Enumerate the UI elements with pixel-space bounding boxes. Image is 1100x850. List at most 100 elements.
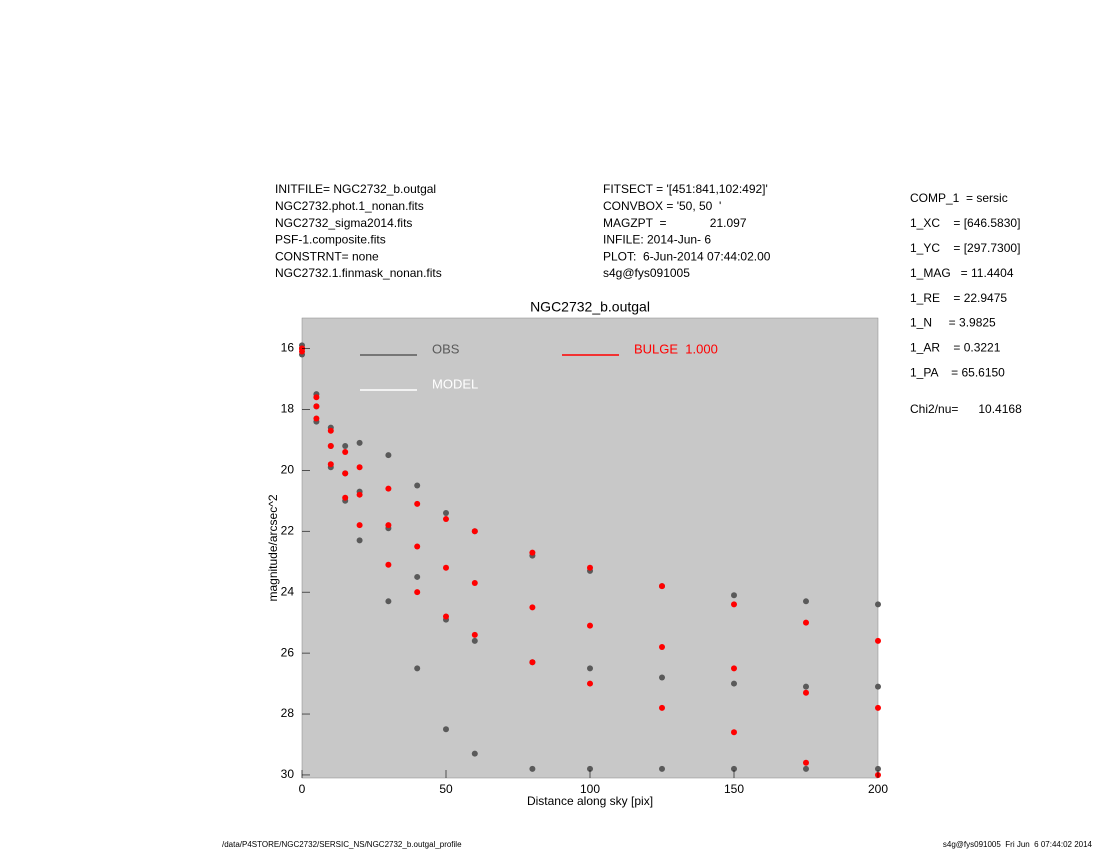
- data-point: [327, 442, 334, 449]
- data-point: [659, 704, 665, 711]
- y-tick-label: 30: [281, 767, 295, 781]
- data-point: [414, 589, 421, 596]
- header-left: CONSTRNT= none: [275, 249, 379, 263]
- data-point: [731, 765, 737, 772]
- y-axis-label: magnitude/arcsec^2: [266, 494, 280, 601]
- data-point: [803, 759, 809, 766]
- data-point: [356, 439, 363, 446]
- x-tick-label: 0: [299, 782, 306, 796]
- header-left: NGC2732.phot.1_nonan.fits: [275, 199, 424, 213]
- data-point: [471, 750, 478, 757]
- y-tick-label: 20: [281, 462, 295, 476]
- header-left: NGC2732.1.finmask_nonan.fits: [275, 266, 442, 280]
- header-right: COMP_1 = sersic: [910, 191, 1008, 205]
- data-point: [471, 631, 478, 638]
- data-point: [385, 485, 392, 492]
- header-right: 1_MAG = 11.4404: [910, 266, 1014, 280]
- data-point: [875, 683, 881, 690]
- data-point: [385, 561, 392, 568]
- data-point: [414, 500, 421, 507]
- chart-title: NGC2732_b.outgal: [530, 299, 650, 315]
- y-tick-label: 16: [281, 341, 295, 355]
- data-point: [875, 637, 881, 644]
- plot-area: [301, 317, 879, 779]
- data-point: [731, 601, 737, 608]
- data-point: [529, 765, 536, 772]
- data-point: [587, 622, 593, 629]
- data-point: [443, 509, 449, 516]
- data-point: [587, 765, 593, 772]
- data-point: [731, 680, 737, 687]
- header-right: 1_AR = 0.3221: [910, 341, 1001, 355]
- legend-label: MODEL: [432, 376, 478, 391]
- data-point: [529, 549, 536, 556]
- data-point: [659, 583, 665, 590]
- data-point: [356, 464, 363, 471]
- header-right: Chi2/nu= 10.4168: [910, 402, 1022, 416]
- data-point: [385, 452, 392, 459]
- header-middle: CONVBOX = '50, 50 ': [603, 199, 721, 213]
- data-point: [356, 537, 363, 544]
- data-point: [875, 765, 881, 772]
- y-tick-label: 22: [281, 523, 295, 537]
- x-tick-label: 200: [868, 782, 888, 796]
- data-point: [471, 528, 478, 535]
- y-tick-label: 24: [281, 584, 295, 598]
- data-point: [875, 704, 881, 711]
- header-middle: FITSECT = '[451:841,102:492]': [603, 182, 768, 196]
- data-point: [443, 516, 449, 523]
- data-point: [342, 470, 349, 477]
- data-point: [529, 604, 536, 611]
- data-point: [803, 619, 809, 626]
- data-point: [327, 461, 334, 468]
- data-point: [587, 680, 593, 687]
- header-right: 1_XC = [646.5830]: [910, 216, 1020, 230]
- data-point: [385, 522, 392, 529]
- data-point: [414, 543, 421, 550]
- footer-stamp: s4g@fys091005 Fri Jun 6 07:44:02 2014: [943, 840, 1093, 849]
- x-tick-label: 150: [724, 782, 744, 796]
- data-point: [356, 491, 363, 498]
- x-axis-label: Distance along sky [pix]: [527, 794, 653, 808]
- header-right: 1_YC = [297.7300]: [910, 241, 1020, 255]
- header-middle: s4g@fys091005: [603, 266, 690, 280]
- data-point: [443, 613, 449, 620]
- data-point: [342, 442, 349, 449]
- y-tick-label: 28: [281, 706, 295, 720]
- data-point: [414, 482, 421, 489]
- data-point: [529, 659, 536, 666]
- footer-path: /data/P4STORE/NGC2732/SERSIC_NS/NGC2732_…: [222, 840, 462, 849]
- data-point: [731, 665, 737, 672]
- data-point: [414, 573, 421, 580]
- data-point: [342, 494, 349, 501]
- data-point: [731, 592, 737, 599]
- header-left: INITFILE= NGC2732_b.outgal: [275, 182, 436, 196]
- data-point: [313, 415, 320, 422]
- data-point: [385, 598, 392, 605]
- data-point: [803, 598, 809, 605]
- data-point: [659, 674, 665, 681]
- data-point: [471, 580, 478, 587]
- legend-label: BULGE 1.000: [634, 341, 718, 356]
- data-point: [313, 394, 320, 401]
- y-tick-label: 26: [281, 645, 295, 659]
- header-right: 1_PA = 65.6150: [910, 365, 1005, 379]
- data-point: [803, 689, 809, 696]
- data-point: [803, 765, 809, 772]
- y-tick-label: 18: [281, 402, 295, 416]
- data-point: [414, 665, 421, 672]
- header-middle: INFILE: 2014-Jun- 6: [603, 233, 711, 247]
- data-point: [443, 726, 449, 733]
- x-tick-label: 50: [439, 782, 453, 796]
- header-right: 1_RE = 22.9475: [910, 291, 1007, 305]
- x-tick-label: 100: [580, 782, 600, 796]
- data-point: [313, 403, 320, 410]
- header-middle: PLOT: 6-Jun-2014 07:44:02.00: [603, 249, 771, 263]
- data-point: [342, 449, 349, 456]
- data-point: [327, 427, 334, 434]
- data-point: [659, 644, 665, 651]
- data-point: [731, 729, 737, 736]
- legend-label: OBS: [432, 341, 460, 356]
- header-left: PSF-1.composite.fits: [275, 233, 386, 247]
